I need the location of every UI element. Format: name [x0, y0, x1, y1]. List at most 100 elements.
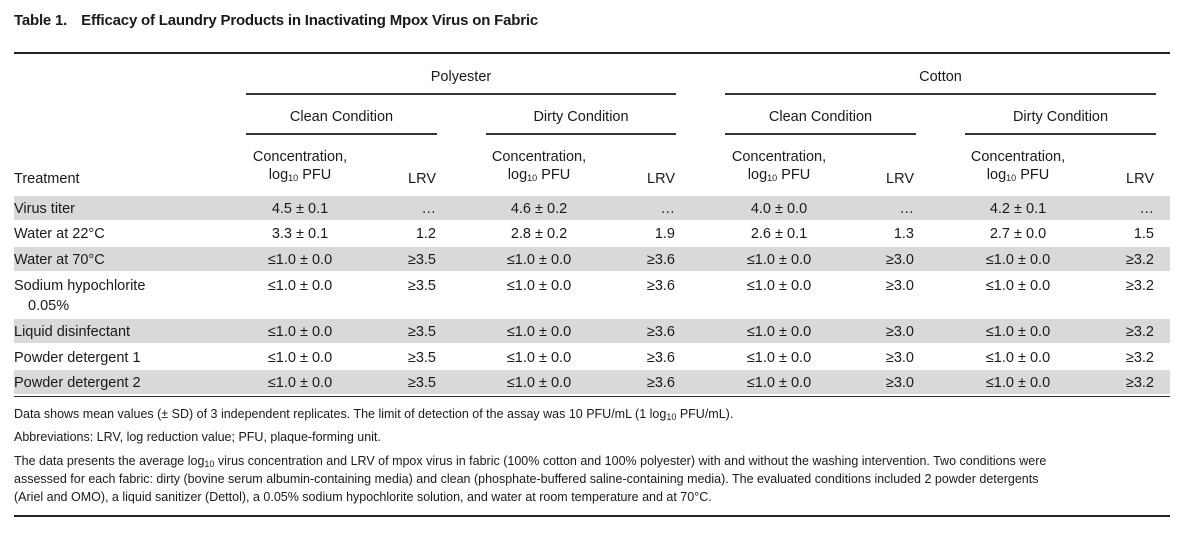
lrv-cell: ≥3.5 — [407, 324, 436, 340]
concentration-cell: ≤1.0 ± 0.0 — [506, 278, 572, 294]
poly-clean-underline — [246, 133, 437, 135]
concentration-cell: ≤1.0 ± 0.0 — [985, 278, 1051, 294]
concentration-cell: 2.6 ± 0.1 — [750, 226, 808, 242]
footnote-abbreviations: Abbreviations: LRV, log reduction value;… — [14, 430, 381, 444]
lrv-cell: ≥3.5 — [407, 252, 436, 268]
conc-header-line2: log10 PFU — [507, 167, 571, 183]
lrv-cell: … — [899, 201, 915, 217]
concentration-cell: ≤1.0 ± 0.0 — [506, 375, 572, 391]
conc-header-line2: log10 PFU — [268, 167, 332, 183]
condition-header-cotton-clean: Clean Condition — [768, 109, 873, 125]
treatment-cell: Water at 22°C — [14, 226, 105, 242]
conc-header-line1: Concentration, — [970, 149, 1066, 165]
lrv-cell: ≥3.6 — [646, 375, 675, 391]
lrv-cell: ≥3.0 — [885, 375, 914, 391]
polyester-underline — [246, 93, 676, 95]
row-band — [14, 370, 1170, 394]
lrv-cell: ≥3.2 — [1125, 278, 1154, 294]
cotton-dirty-underline — [965, 133, 1156, 135]
cotton-underline — [725, 93, 1156, 95]
lrv-cell: ≥3.2 — [1125, 350, 1154, 366]
lrv-cell: ≥3.6 — [646, 252, 675, 268]
concentration-cell: ≤1.0 ± 0.0 — [985, 375, 1051, 391]
concentration-cell: ≤1.0 ± 0.0 — [267, 324, 333, 340]
concentration-cell: ≤1.0 ± 0.0 — [985, 350, 1051, 366]
lrv-header-2: LRV — [647, 171, 675, 187]
lrv-header-3: LRV — [886, 171, 914, 187]
concentration-cell: ≤1.0 ± 0.0 — [985, 252, 1051, 268]
concentration-cell: ≤1.0 ± 0.0 — [267, 252, 333, 268]
lrv-cell: ≥3.5 — [407, 350, 436, 366]
lrv-cell: ≥3.2 — [1125, 324, 1154, 340]
concentration-cell: ≤1.0 ± 0.0 — [746, 252, 812, 268]
fabric-header-cotton: Cotton — [919, 69, 962, 85]
concentration-cell: ≤1.0 ± 0.0 — [746, 324, 812, 340]
lrv-cell: 1.3 — [893, 226, 914, 242]
treatment-cell: Sodium hypochlorite — [14, 278, 146, 294]
lrv-cell: ≥3.0 — [885, 252, 914, 268]
footnote-description-line3: (Ariel and OMO), a liquid sanitizer (Det… — [14, 490, 712, 504]
lrv-header-4: LRV — [1126, 171, 1154, 187]
concentration-cell: ≤1.0 ± 0.0 — [985, 324, 1051, 340]
concentration-cell: 4.5 ± 0.1 — [271, 201, 329, 217]
concentration-cell: 4.2 ± 0.1 — [989, 201, 1047, 217]
concentration-cell: ≤1.0 ± 0.0 — [267, 350, 333, 366]
treatment-cell-continued: 0.05% — [28, 298, 70, 314]
concentration-cell: ≤1.0 ± 0.0 — [506, 324, 572, 340]
lrv-cell: ≥3.2 — [1125, 375, 1154, 391]
row-band — [14, 196, 1170, 220]
footnote-description-line2: assessed for each fabric: dirty (bovine … — [14, 472, 1039, 486]
lrv-cell: ≥3.0 — [885, 278, 914, 294]
table-caption: Efficacy of Laundry Products in Inactiva… — [81, 12, 538, 29]
concentration-cell: ≤1.0 ± 0.0 — [267, 278, 333, 294]
fabric-header-polyester: Polyester — [430, 69, 492, 85]
lrv-cell: ≥3.0 — [885, 350, 914, 366]
conc-header-line2: log10 PFU — [747, 167, 811, 183]
poly-dirty-underline — [486, 133, 676, 135]
lrv-cell: ≥3.6 — [646, 350, 675, 366]
conc-header-line2: log10 PFU — [986, 167, 1050, 183]
concentration-cell: 2.8 ± 0.2 — [510, 226, 568, 242]
concentration-cell: ≤1.0 ± 0.0 — [746, 375, 812, 391]
lrv-cell: ≥3.5 — [407, 278, 436, 294]
treatment-cell: Powder detergent 2 — [14, 375, 141, 391]
treatment-cell: Liquid disinfectant — [14, 324, 131, 340]
condition-header-poly-dirty: Dirty Condition — [533, 109, 629, 125]
lrv-cell: ≥3.2 — [1125, 252, 1154, 268]
concentration-cell: ≤1.0 ± 0.0 — [506, 350, 572, 366]
table-bottom-rule — [14, 396, 1170, 397]
conc-header-line1: Concentration, — [252, 149, 348, 165]
treatment-cell: Water at 70°C — [14, 252, 105, 268]
top-rule — [14, 52, 1170, 54]
table-number: Table 1. — [14, 12, 68, 29]
treatment-column-header: Treatment — [14, 171, 80, 187]
bottom-rule — [14, 515, 1170, 517]
row-band — [14, 247, 1170, 271]
conc-header-line1: Concentration, — [491, 149, 587, 165]
treatment-cell: Virus titer — [14, 201, 75, 217]
conc-header-3: Concentration, log10 PFU — [709, 148, 849, 184]
lrv-cell: 1.5 — [1133, 226, 1154, 242]
concentration-cell: 3.3 ± 0.1 — [271, 226, 329, 242]
concentration-cell: 2.7 ± 0.0 — [989, 226, 1047, 242]
lrv-cell: … — [421, 201, 437, 217]
concentration-cell: ≤1.0 ± 0.0 — [267, 375, 333, 391]
footnote-data-summary: Data shows mean values (± SD) of 3 indep… — [14, 407, 734, 422]
concentration-cell: ≤1.0 ± 0.0 — [746, 350, 812, 366]
conc-header-1: Concentration, log10 PFU — [230, 148, 370, 184]
condition-header-poly-clean: Clean Condition — [289, 109, 394, 125]
row-band — [14, 319, 1170, 343]
table-title: Table 1. Efficacy of Laundry Products in … — [14, 12, 538, 29]
lrv-cell: … — [1139, 201, 1155, 217]
footnote-description-line1: The data presents the average log10 viru… — [14, 454, 1047, 469]
cotton-clean-underline — [725, 133, 916, 135]
lrv-cell: ≥3.6 — [646, 324, 675, 340]
lrv-cell: ≥3.0 — [885, 324, 914, 340]
lrv-header-1: LRV — [408, 171, 436, 187]
conc-header-2: Concentration, log10 PFU — [469, 148, 609, 184]
treatment-cell: Powder detergent 1 — [14, 350, 141, 366]
condition-header-cotton-dirty: Dirty Condition — [1012, 109, 1109, 125]
lrv-cell: ≥3.5 — [407, 375, 436, 391]
lrv-cell: … — [660, 201, 676, 217]
lrv-cell: 1.2 — [415, 226, 436, 242]
